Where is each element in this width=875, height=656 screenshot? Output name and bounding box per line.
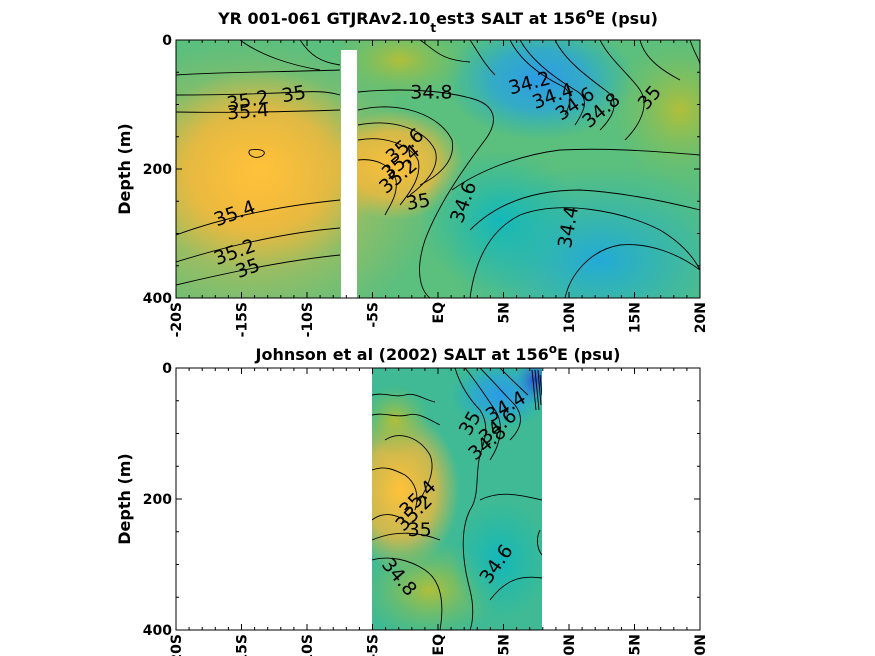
bottom-title-superscript: o <box>549 342 557 356</box>
top-title-subscript: t <box>430 21 436 35</box>
bottom-xtick-label: -15S <box>235 634 251 656</box>
top-xtick-label: -20S <box>169 302 185 337</box>
top-ytick-label: 400 <box>143 291 172 307</box>
bottom-chart-title: Johnson et al (2002) SALT at 156oE (psu) <box>255 342 621 364</box>
top-title-main: YR 001-061 GTJRAv2.10 <box>217 9 430 28</box>
bottom-title-end: E (psu) <box>557 345 621 364</box>
top-ytick-label: 200 <box>143 162 172 178</box>
bottom-y-tick-labels: 0 200 400 <box>143 361 172 639</box>
bottom-xtick-label: 5N <box>497 634 513 655</box>
bottom-ytick-label: 200 <box>143 492 172 508</box>
top-title-superscript: o <box>586 6 594 20</box>
top-y-tick-labels: 0 200 400 <box>143 33 172 307</box>
top-title-middle: est3 SALT at 156 <box>436 9 586 28</box>
top-xtick-label: 5N <box>497 302 513 323</box>
top-chart-title: YR 001-061 GTJRAv2.10test3 SALT at 156oE… <box>217 6 658 35</box>
top-xtick-label: EQ <box>431 302 447 324</box>
bottom-xtick-label: 15N <box>628 634 644 656</box>
top-contour-label: 35.4 <box>226 99 270 125</box>
top-mask-column <box>341 50 357 298</box>
top-xtick-label: -5S <box>366 302 382 328</box>
top-xtick-label: -10S <box>300 302 316 337</box>
bottom-xtick-label: 20N <box>693 634 709 656</box>
bottom-xtick-label: -10S <box>300 634 316 656</box>
top-contour-label: 35 <box>280 81 308 107</box>
top-contour-lines <box>176 40 700 298</box>
bottom-xtick-label: -5S <box>366 634 382 656</box>
top-contour-label: 35 <box>404 189 432 215</box>
bottom-x-tick-labels: -20S -15S -10S -5S EQ 5N 10N 15N 20N <box>169 634 709 656</box>
top-title-end: E (psu) <box>594 9 658 28</box>
top-y-axis-label: Depth (m) <box>115 123 134 215</box>
bottom-xtick-label: EQ <box>431 634 447 656</box>
bottom-xtick-label: -20S <box>169 634 185 656</box>
top-x-tick-labels: -20S -15S -10S -5S EQ 5N 10N 15N 20N <box>169 302 709 337</box>
top-tick-marks <box>175 39 701 299</box>
bottom-title-main: Johnson et al (2002) SALT at 156 <box>255 345 549 364</box>
top-xtick-label: 10N <box>562 302 578 333</box>
bottom-contour-label: 35 <box>408 519 432 541</box>
top-xtick-label: 15N <box>628 302 644 333</box>
bottom-tick-marks <box>175 367 701 631</box>
top-xtick-label: -15S <box>235 302 251 337</box>
top-contour-label: 34.8 <box>410 81 452 103</box>
bottom-ytick-label: 400 <box>143 623 172 639</box>
bottom-ytick-label: 0 <box>162 361 172 377</box>
top-xtick-label: 20N <box>693 302 709 333</box>
bottom-y-axis-label: Depth (m) <box>115 453 134 545</box>
bottom-xtick-label: 10N <box>562 634 578 656</box>
bottom-contour-lines <box>372 368 542 630</box>
top-ytick-label: 0 <box>162 33 172 49</box>
